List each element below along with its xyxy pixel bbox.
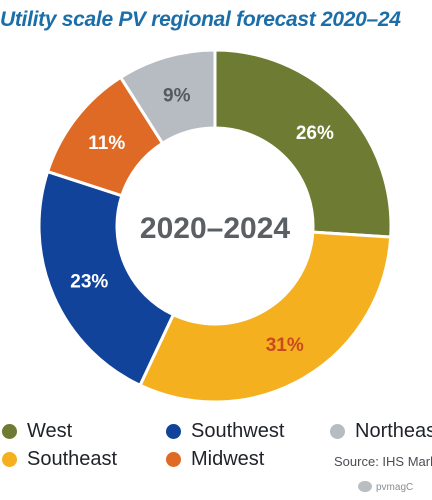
legend-label-southwest: Southwest — [191, 420, 285, 442]
slice-label-west: 26% — [296, 123, 334, 144]
legend-item-southeast: Southeast — [2, 448, 117, 471]
legend-label-west: West — [27, 420, 73, 442]
slice-label-midwest: 11% — [88, 133, 125, 154]
donut-slice-southwest — [37, 169, 176, 388]
chart-title: Utility scale PV regional forecast 2020–… — [0, 8, 401, 31]
legend-swatch-southwest — [166, 424, 181, 439]
slice-label-southwest: 23% — [70, 271, 108, 292]
center-label: 2020–2024 — [140, 212, 290, 245]
donut-slice-west — [213, 48, 393, 239]
legend-label-midwest: Midwest — [191, 448, 265, 470]
legend-item-southwest: Southwest — [166, 420, 284, 443]
legend-swatch-northeast — [330, 424, 345, 439]
legend-label-southeast: Southeast — [27, 448, 118, 470]
legend-swatch-southeast — [2, 452, 17, 467]
legend-swatch-midwest — [166, 452, 181, 467]
legend-item-midwest: Midwest — [166, 448, 264, 471]
wechat-icon — [358, 481, 372, 492]
legend-item-west: West — [2, 420, 72, 443]
donut-slice-northeast — [118, 48, 217, 146]
source-note: Source: IHS Markit — [334, 454, 432, 469]
watermark-text: pvmagC — [376, 482, 414, 493]
legend: West Southwest Northeast Southeast Midwe… — [0, 420, 432, 480]
legend-swatch-west — [2, 424, 17, 439]
legend-item-northeast: Northeast — [330, 420, 432, 443]
slice-label-southeast: 31% — [266, 335, 304, 356]
slice-label-northeast: 9% — [163, 85, 191, 106]
donut-slice-southeast — [138, 230, 393, 404]
legend-label-northeast: Northeast — [355, 420, 432, 442]
donut-chart: 26% 31% 23% 11% 9% 2020–2024 — [37, 48, 393, 404]
